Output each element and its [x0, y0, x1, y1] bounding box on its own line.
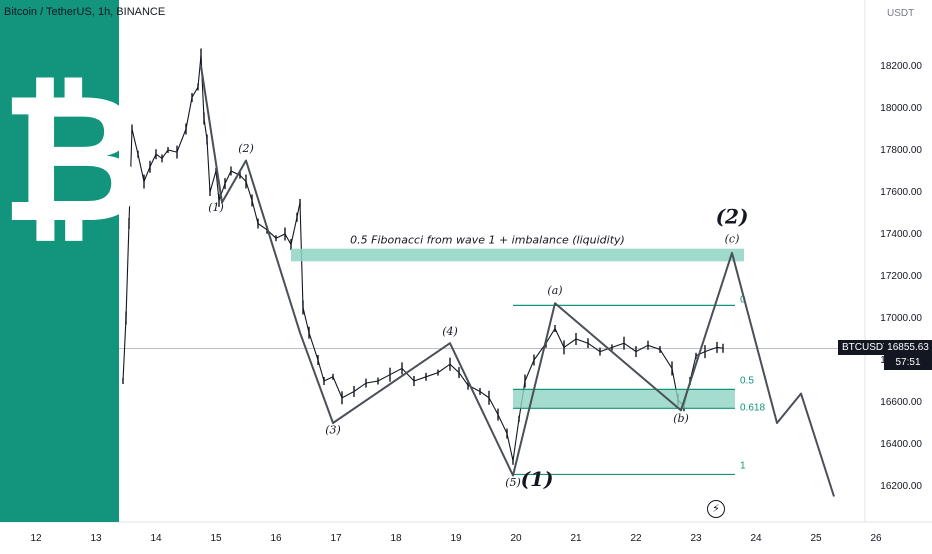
- bar-countdown: 57:51: [895, 357, 921, 368]
- fib-level-label: 1: [740, 460, 746, 471]
- brand-panel: ₿: [0, 0, 146, 522]
- symbol-header: Bitcoin / TetherUS, 1h, BINANCE: [4, 6, 166, 18]
- ticker-symbol-badge: BTCUSDT: [838, 340, 894, 355]
- wave-label: (b): [673, 412, 689, 425]
- bitcoin-logo: ₿: [0, 55, 146, 262]
- wave-label: (2): [238, 142, 254, 155]
- wave-label: (c): [725, 232, 740, 245]
- price-series-line: [122, 55, 724, 461]
- price-tick-label: 17600.00: [880, 187, 922, 198]
- price-tick-label: 17200.00: [880, 271, 922, 282]
- price-tick-label: 16600.00: [880, 397, 922, 408]
- time-tick-label: 25: [810, 533, 822, 544]
- price-axis-unit[interactable]: USDT: [887, 8, 915, 19]
- time-tick-label: 26: [870, 533, 882, 544]
- price-tick-label: 17800.00: [880, 145, 922, 156]
- price-tick-label: 16200.00: [880, 481, 922, 492]
- time-tick-label: 13: [90, 533, 102, 544]
- time-tick-label: 22: [630, 533, 642, 544]
- wave-label: (a): [547, 284, 562, 297]
- fib-golden-zone: [513, 389, 735, 409]
- wave-label: (5): [505, 476, 521, 489]
- major-wave-label: (1): [521, 467, 554, 491]
- time-tick-label: 24: [750, 533, 762, 544]
- price-tick-label: 18200.00: [880, 61, 922, 72]
- elliott-wave-path: [200, 65, 835, 497]
- price-tick-label: 17000.00: [880, 313, 922, 324]
- time-tick-label: 12: [30, 533, 42, 544]
- time-tick-label: 17: [330, 533, 342, 544]
- time-tick-label: 15: [210, 533, 222, 544]
- last-price: 16855.63: [887, 342, 929, 353]
- wave-label: (3): [325, 424, 341, 437]
- fib-level-label: 0.5: [740, 375, 754, 386]
- lightning-icon[interactable]: ⚡: [707, 500, 725, 518]
- price-tick-label: 17400.00: [880, 229, 922, 240]
- time-tick-label: 20: [510, 533, 522, 544]
- liquidity-zone-label: 0.5 Fibonacci from wave 1 + imbalance (l…: [350, 234, 625, 247]
- time-tick-label: 16: [270, 533, 282, 544]
- time-tick-label: 21: [570, 533, 582, 544]
- price-tick-label: 16400.00: [880, 439, 922, 450]
- wave-label: (1): [208, 201, 224, 214]
- wave-label: (4): [442, 325, 458, 338]
- liquidity-zone: [291, 248, 744, 262]
- time-axis-strip: [0, 522, 932, 550]
- fib-level-label: 0.618: [740, 402, 765, 413]
- fib-level-label: 0: [740, 294, 746, 305]
- last-price-box: 16855.63 57:51: [884, 340, 932, 370]
- price-tick-label: 18000.00: [880, 103, 922, 114]
- time-tick-label: 14: [150, 533, 162, 544]
- major-wave-label: (2): [716, 205, 749, 229]
- time-tick-label: 18: [390, 533, 402, 544]
- time-tick-label: 23: [690, 533, 702, 544]
- time-tick-label: 19: [450, 533, 462, 544]
